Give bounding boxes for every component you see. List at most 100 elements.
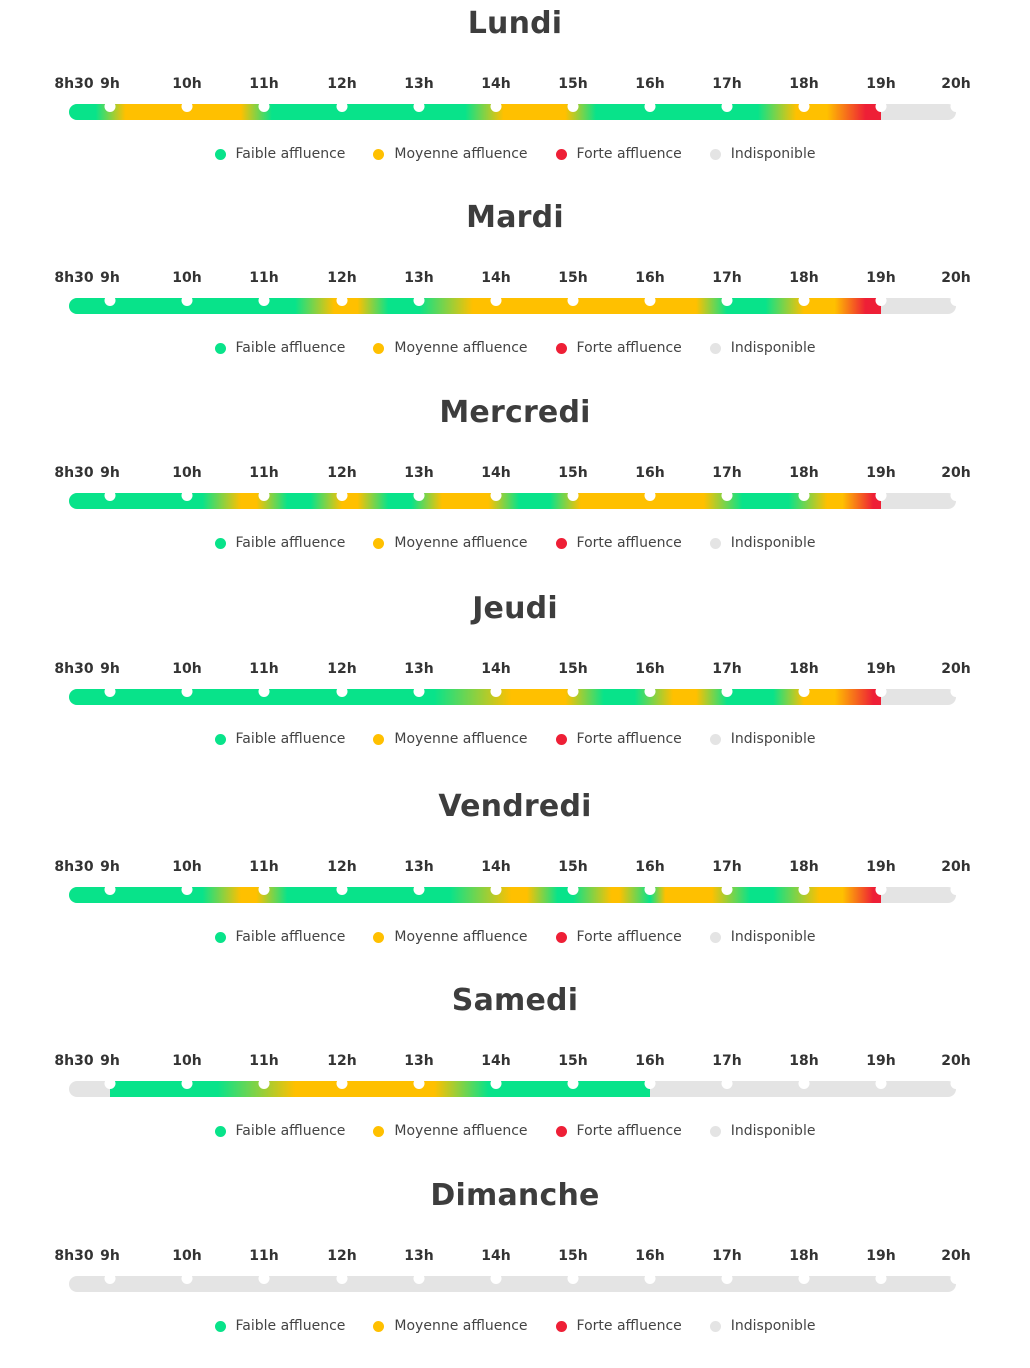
tick-label: 20h [941,465,971,481]
tick-label: 20h [941,1248,971,1264]
green-dot-icon [214,1125,226,1137]
affluence-track [69,493,956,509]
tick-label: 8h30 [54,661,94,677]
tick-label: 9h [100,859,120,875]
tick-label: 12h [327,76,357,92]
tick-dot [950,295,962,306]
tick-dot [798,101,810,112]
legend-label: Faible affluence [235,146,346,162]
tick-dot [721,490,733,501]
tick-dot [181,295,193,306]
legend-item: Moyenne affluence [373,535,528,551]
tick-label: 8h30 [54,76,94,92]
day-section-jeudi: Jeudi 8h30 9h 10h 11h 12h 13h 14h 15h 16h 17h 18h 19… [0,585,1030,780]
legend-item: Moyenne affluence [373,340,528,356]
tick-dot [413,101,425,112]
tick-dot [567,686,579,697]
tick-dot [798,490,810,501]
tick-label: 14h [481,270,511,286]
tick-dot [721,295,733,306]
tick-label: 14h [481,76,511,92]
tick-dot [567,101,579,112]
legend-item: Moyenne affluence [373,1318,528,1334]
affluence-track [69,1081,956,1097]
tick-label: 10h [172,1053,202,1069]
green-dot-icon [214,931,226,943]
legend-label: Faible affluence [235,535,346,551]
tick-dot [104,101,116,112]
legend-label: Forte affluence [576,731,682,747]
legend: Faible affluence Moyenne affluence Forte a… [0,340,1030,356]
tick-dot [567,884,579,895]
tick-label: 13h [404,661,434,677]
tick-dot [413,1078,425,1089]
tick-label: 16h [635,859,665,875]
tick-label: 18h [789,1248,819,1264]
tick-label: 15h [558,859,588,875]
tick-label: 10h [172,1248,202,1264]
legend-label: Forte affluence [576,340,682,356]
legend-label: Forte affluence [576,1318,682,1334]
legend-item: Indisponible [709,535,815,551]
tick-dot [950,686,962,697]
tick-label: 16h [635,270,665,286]
tick-label: 20h [941,76,971,92]
green-dot-icon [214,342,226,354]
tick-dot [336,1273,348,1284]
tick-dot [104,1273,116,1284]
tick-label: 13h [404,859,434,875]
tick-dot [644,490,656,501]
tick-label: 8h30 [54,1053,94,1069]
tick-label: 17h [712,465,742,481]
tick-dot [413,295,425,306]
day-title: Lundi [467,6,563,41]
affluence-fill [69,298,881,314]
legend: Faible affluence Moyenne affluence Forte a… [0,535,1030,551]
tick-label: 15h [558,76,588,92]
tick-dot [336,686,348,697]
tick-dot [336,295,348,306]
legend-item: Moyenne affluence [373,1123,528,1139]
tick-dot [181,1273,193,1284]
affluence-fill [110,1081,650,1097]
tick-dot [875,101,887,112]
legend: Faible affluence Moyenne affluence Forte a… [0,731,1030,747]
legend-item: Forte affluence [555,535,682,551]
tick-dot [181,686,193,697]
tick-label: 18h [789,1053,819,1069]
legend-label: Indisponible [730,929,816,945]
tick-label: 20h [941,270,971,286]
tick-label: 17h [712,859,742,875]
tick-label: 10h [172,76,202,92]
gray-dot-icon [709,537,721,549]
tick-label: 14h [481,661,511,677]
tick-label: 13h [404,1053,434,1069]
legend-label: Moyenne affluence [394,1123,528,1139]
tick-dot [950,884,962,895]
gray-dot-icon [709,1125,721,1137]
day-title: Dimanche [430,1178,600,1213]
yellow-dot-icon [373,733,385,745]
legend-item: Forte affluence [555,146,682,162]
red-dot-icon [555,148,567,160]
legend-label: Forte affluence [576,535,682,551]
tick-dot [950,101,962,112]
gray-dot-icon [709,148,721,160]
legend-label: Indisponible [730,731,816,747]
legend-item: Forte affluence [555,731,682,747]
tick-label: 12h [327,1248,357,1264]
legend-item: Moyenne affluence [373,929,528,945]
legend-item: Forte affluence [555,340,682,356]
legend-label: Indisponible [730,1123,816,1139]
legend-label: Indisponible [730,340,816,356]
tick-dot [567,295,579,306]
tick-dot [490,1078,502,1089]
tick-dot [413,490,425,501]
affluence-track [69,689,956,705]
tick-label: 13h [404,465,434,481]
day-title: Samedi [451,983,579,1018]
legend-item: Indisponible [709,1318,815,1334]
legend: Faible affluence Moyenne affluence Forte a… [0,146,1030,162]
tick-label: 20h [941,859,971,875]
tick-dot [875,1078,887,1089]
